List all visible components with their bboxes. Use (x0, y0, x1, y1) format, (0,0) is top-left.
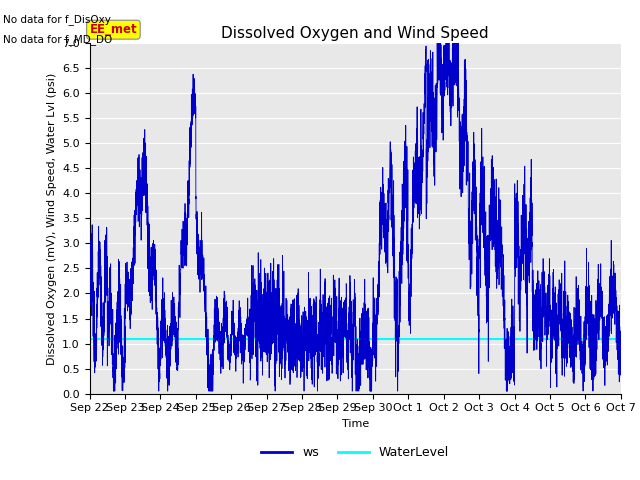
Legend: ws, WaterLevel: ws, WaterLevel (256, 442, 454, 465)
Text: EE_met: EE_met (90, 23, 137, 36)
Title: Dissolved Oxygen and Wind Speed: Dissolved Oxygen and Wind Speed (221, 25, 489, 41)
X-axis label: Time: Time (342, 419, 369, 429)
Text: No data for f_MD_DO: No data for f_MD_DO (3, 34, 113, 45)
Text: No data for f_DisOxy: No data for f_DisOxy (3, 14, 111, 25)
Y-axis label: Dissolved Oxygen (mV), Wind Speed, Water Lvl (psi): Dissolved Oxygen (mV), Wind Speed, Water… (47, 72, 56, 364)
